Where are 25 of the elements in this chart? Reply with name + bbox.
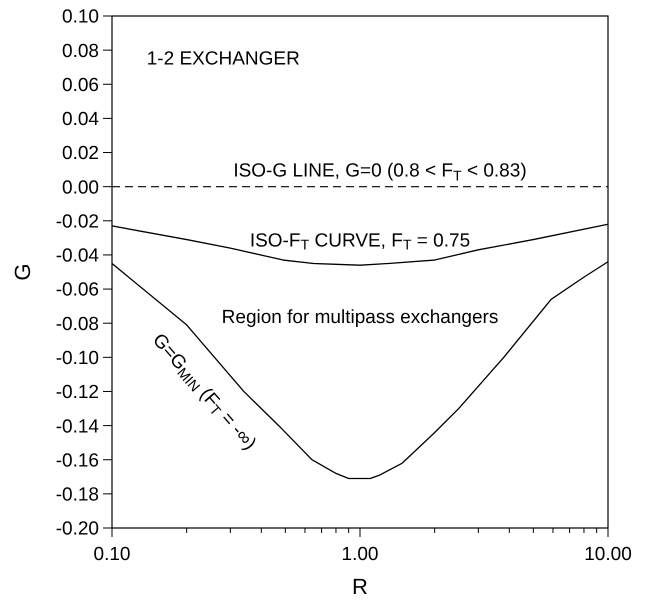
y-tick-label: -0.02 <box>56 211 99 232</box>
x-tick-label: 1.00 <box>342 544 378 565</box>
annotation: Region for multipass exchangers <box>222 307 498 328</box>
y-tick-label: -0.14 <box>56 416 100 438</box>
y-tick-label: -0.18 <box>56 484 99 506</box>
y-tick-label: 0.08 <box>62 40 99 62</box>
y-tick-label: -0.12 <box>56 382 99 404</box>
y-tick-label: 0.06 <box>62 74 99 96</box>
y-tick-label: -0.16 <box>56 450 99 472</box>
y-tick-label: 0.10 <box>62 6 99 28</box>
x-axis-title: R <box>352 574 368 599</box>
y-tick-label: 0.02 <box>62 143 99 164</box>
x-tick-label: 10.00 <box>584 544 632 565</box>
annotation: 1-2 EXCHANGER <box>146 48 300 70</box>
x-tick-label: 0.10 <box>94 544 130 565</box>
y-axis-title: G <box>10 263 35 281</box>
y-tick-label: -0.20 <box>56 518 99 540</box>
y-tick-label: 0.04 <box>62 109 100 130</box>
y-tick-label: -0.04 <box>56 246 100 267</box>
annotation: ISO-F$_{T}$ CURVE, F$_{T}$ = 0.75 <box>250 230 470 254</box>
y-tick-label: -0.06 <box>56 280 99 301</box>
y-tick-label: 0.00 <box>62 177 99 198</box>
y-tick-label: -0.10 <box>56 348 99 369</box>
ref-line-label: ISO-G LINE, G=0 (0.8 < F$_{T}$ < 0.83) <box>233 160 527 185</box>
y-tick-label: -0.08 <box>56 314 99 335</box>
